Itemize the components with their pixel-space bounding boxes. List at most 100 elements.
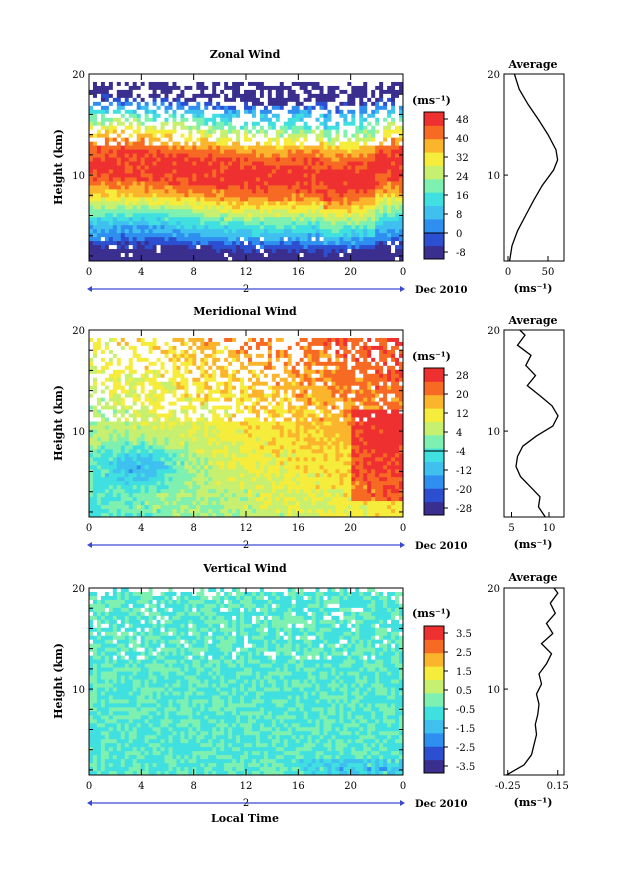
- heatmap-cell: [132, 117, 138, 123]
- heatmap-cell: [224, 169, 229, 174]
- heatmap-cell: [112, 89, 118, 95]
- heatmap-cell: [216, 193, 221, 198]
- heatmap-cell: [315, 221, 320, 226]
- heatmap-cell: [355, 117, 360, 123]
- heatmap-cell: [108, 177, 114, 182]
- heatmap-cell: [180, 173, 185, 178]
- heatmap-cell: [359, 213, 364, 218]
- heatmap-cell: [140, 365, 146, 371]
- heatmap-cell: [232, 137, 237, 143]
- heatmap-cell: [184, 117, 189, 123]
- heatmap-cell: [315, 197, 320, 202]
- heatmap-cell: [299, 249, 305, 254]
- heatmap-cell: [180, 81, 185, 87]
- heatmap-cell: [395, 137, 400, 143]
- heatmap-cell: [128, 381, 134, 387]
- heatmap-cell: [128, 105, 134, 111]
- heatmap-cell: [188, 381, 193, 387]
- heatmap-cell: [335, 221, 340, 226]
- heatmap-cell: [160, 245, 165, 250]
- heatmap-cell: [323, 253, 328, 258]
- heatmap-cell: [359, 357, 364, 363]
- heatmap-cell: [287, 157, 293, 162]
- heatmap-cell: [347, 113, 352, 119]
- heatmap-cell: [279, 249, 285, 254]
- colorbar-swatch: [424, 165, 444, 180]
- heatmap-cell: [283, 349, 289, 355]
- heatmap-cell: [212, 145, 217, 150]
- heatmap-cell: [136, 245, 142, 250]
- heatmap-cell: [287, 177, 293, 182]
- heatmap-cell: [140, 181, 146, 186]
- heatmap-cell: [279, 209, 285, 214]
- heatmap-cell: [92, 241, 98, 246]
- heatmap-cell: [240, 93, 245, 99]
- heatmap-cell: [196, 213, 201, 218]
- heatmap-cell: [96, 249, 102, 254]
- heatmap-cell: [267, 381, 273, 387]
- heatmap-cell: [283, 169, 289, 174]
- heatmap-cell: [96, 221, 102, 226]
- heatmap-cell: [359, 249, 364, 254]
- heatmap-cell: [224, 381, 229, 387]
- heatmap-cell: [319, 101, 324, 107]
- heatmap-cell: [259, 377, 265, 383]
- heatmap-cell: [152, 217, 157, 222]
- heatmap-cell: [132, 145, 138, 150]
- heatmap-cell: [299, 157, 305, 162]
- heatmap-cell: [367, 89, 372, 95]
- heatmap-cell: [343, 205, 348, 210]
- heatmap-cell: [343, 137, 348, 143]
- heatmap-cell: [335, 101, 340, 107]
- heatmap-cell: [140, 125, 146, 131]
- heatmap-cell: [120, 173, 126, 178]
- heatmap-cell: [144, 373, 150, 379]
- heatmap-cell: [327, 330, 332, 335]
- heatmap-cell: [395, 373, 400, 379]
- heatmap-cell: [307, 181, 312, 186]
- heatmap-cell: [172, 77, 177, 83]
- heatmap-cell: [160, 225, 165, 230]
- heatmap-cell: [299, 337, 305, 343]
- heatmap-cell: [124, 113, 130, 119]
- heatmap-cell: [307, 345, 312, 351]
- heatmap-cell: [184, 74, 189, 79]
- heatmap-cell: [104, 330, 110, 335]
- heatmap-cell: [355, 361, 360, 367]
- heatmap-cell: [232, 385, 237, 391]
- heatmap-cell: [240, 229, 245, 234]
- heatmap-cell: [128, 353, 134, 359]
- heatmap-cell: [152, 241, 157, 246]
- heatmap-cell: [311, 77, 316, 83]
- heatmap-cell: [89, 345, 94, 351]
- heatmap-cell: [259, 330, 265, 335]
- heatmap-cell: [275, 169, 281, 174]
- heatmap-cell: [383, 109, 388, 115]
- heatmap-cell: [399, 81, 404, 87]
- heatmap-cell: [136, 105, 142, 111]
- heatmap-cell: [232, 369, 237, 375]
- heatmap-cell: [303, 85, 308, 91]
- heatmap-cell: [367, 137, 372, 143]
- heatmap-cell: [180, 253, 185, 258]
- heatmap-cell: [391, 341, 396, 347]
- heatmap-cell: [152, 85, 157, 91]
- heatmap-cell: [391, 133, 396, 139]
- heatmap-cell: [236, 377, 241, 383]
- heatmap-cell: [363, 165, 368, 170]
- heatmap-cell: [391, 93, 396, 99]
- heatmap-cell: [267, 345, 273, 351]
- heatmap-cell: [251, 109, 257, 115]
- heatmap-cell: [319, 333, 324, 339]
- heatmap-cell: [132, 173, 138, 178]
- heatmap-cell: [315, 337, 320, 343]
- heatmap-cell: [307, 221, 312, 226]
- heatmap-cell: [224, 229, 229, 234]
- heatmap-cell: [168, 349, 173, 355]
- heatmap-cell: [244, 345, 249, 351]
- heatmap-cell: [92, 121, 98, 127]
- heatmap-cell: [212, 117, 217, 123]
- heatmap-cell: [347, 245, 352, 250]
- heatmap-cell: [176, 105, 181, 111]
- heatmap-cell: [188, 237, 193, 242]
